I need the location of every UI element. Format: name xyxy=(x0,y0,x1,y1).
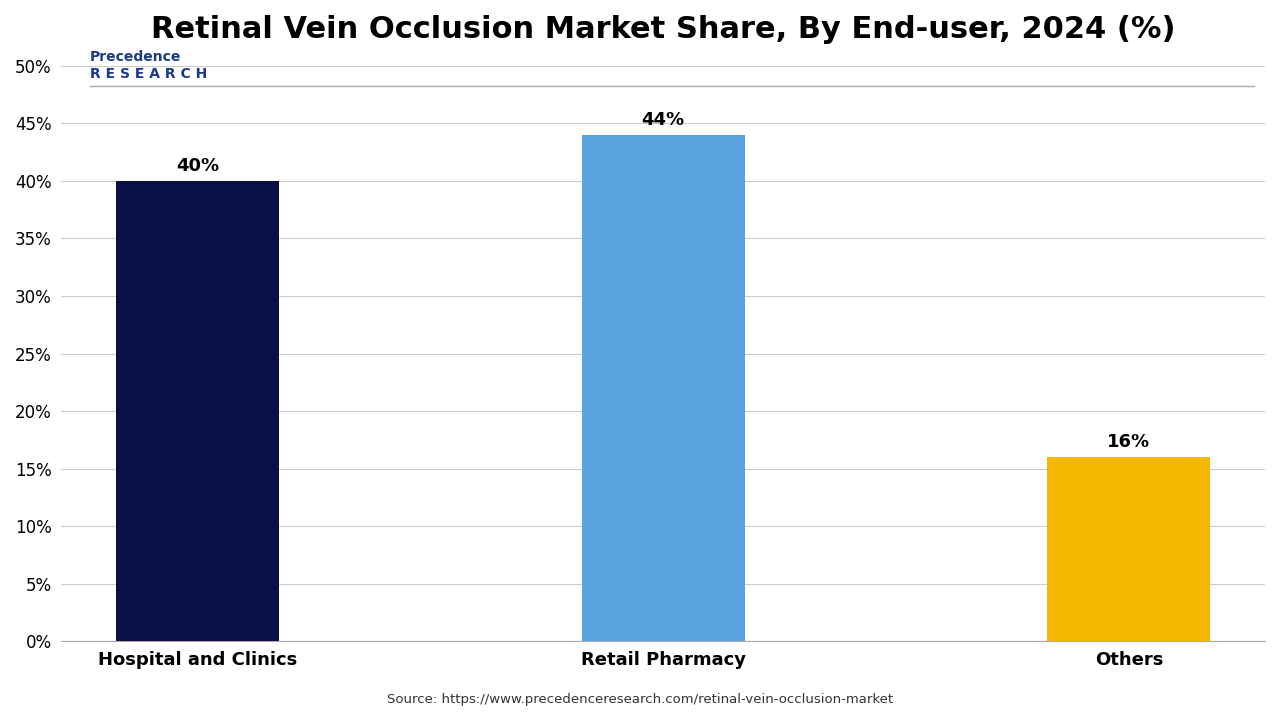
Text: Precedence
R E S E A R C H: Precedence R E S E A R C H xyxy=(90,50,207,81)
Bar xyxy=(581,135,745,642)
Bar xyxy=(1047,457,1211,642)
Bar xyxy=(116,181,279,642)
Text: 44%: 44% xyxy=(641,111,685,129)
Text: 16%: 16% xyxy=(1107,433,1151,451)
Title: Retinal Vein Occlusion Market Share, By End-user, 2024 (%): Retinal Vein Occlusion Market Share, By … xyxy=(151,15,1175,44)
Text: Source: https://www.precedenceresearch.com/retinal-vein-occlusion-market: Source: https://www.precedenceresearch.c… xyxy=(387,693,893,706)
Text: 40%: 40% xyxy=(177,157,219,175)
